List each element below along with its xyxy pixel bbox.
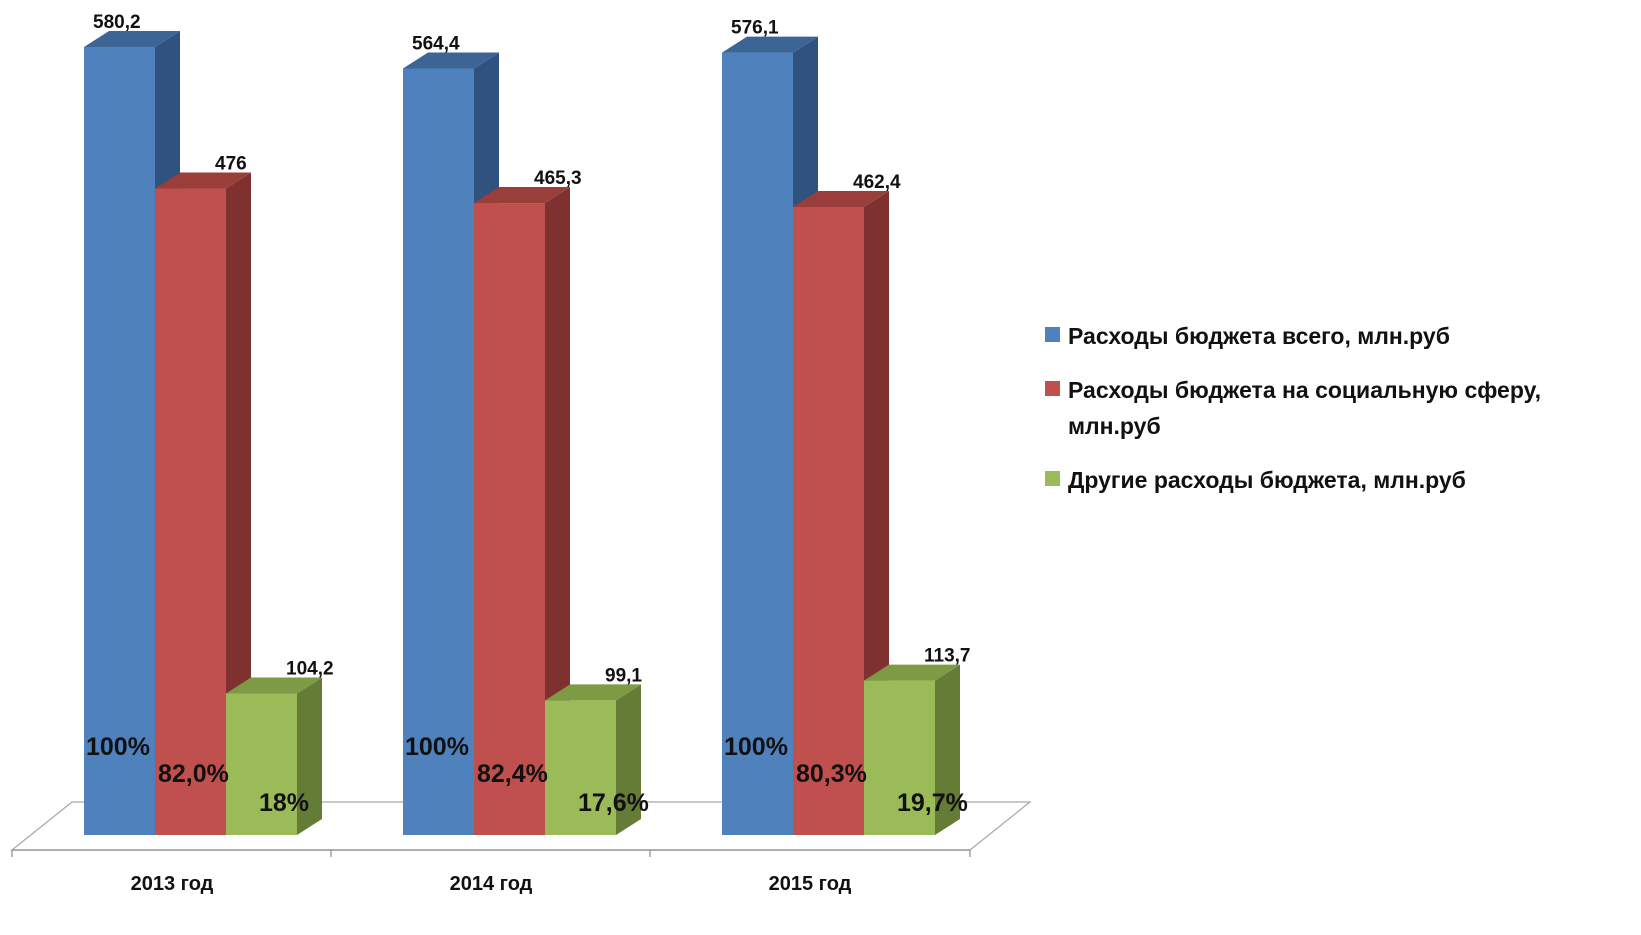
bar-top-0-1 [155, 172, 251, 189]
bar-top-2-2 [864, 664, 960, 681]
bar-top-0-0 [84, 31, 180, 47]
bar-top-1-2 [545, 684, 641, 701]
bar-front-0-0 [84, 47, 155, 835]
bar-top-1-1 [474, 187, 570, 204]
bar-front-1-1 [474, 203, 545, 836]
bar-front-2-0 [722, 52, 793, 836]
legend-swatch-social [1045, 381, 1060, 396]
percent-label-0-1: 82,0% [158, 760, 229, 788]
category-label-1: 2014 год [450, 873, 533, 895]
value-label-2-0: 576,1 [731, 18, 779, 39]
bar-0-1 [155, 172, 251, 835]
percent-label-2-1: 80,3% [796, 760, 867, 788]
bar-side-1-1 [545, 187, 570, 836]
bar-side-0-1 [226, 172, 251, 835]
bar-side-1-2 [616, 684, 641, 835]
bar-side-0-2 [297, 677, 322, 835]
bar-front-1-2 [545, 700, 616, 835]
labels-group: 580,2 100% 476 82,0% 104,2 18% 2013 год 564,4 10… [86, 12, 971, 895]
category-label-2: 2015 год [769, 873, 852, 895]
percent-label-1-0: 100% [405, 733, 469, 761]
bar-side-2-2 [935, 664, 960, 835]
legend-swatch-other [1045, 471, 1060, 486]
value-label-2-2: 113,7 [924, 646, 971, 667]
value-label-2-1: 462,4 [853, 172, 901, 193]
bar-front-0-2 [226, 693, 297, 835]
bar-1-2 [545, 684, 641, 835]
percent-label-2-0: 100% [724, 733, 788, 761]
bar-front-2-2 [864, 680, 935, 835]
value-label-1-0: 564,4 [412, 33, 460, 54]
legend-item-other: Другие расходы бюджета, млн.руб [1045, 462, 1635, 498]
percent-label-0-2: 18% [259, 789, 309, 817]
bars-group [84, 31, 960, 836]
legend-swatch-total [1045, 327, 1060, 342]
percent-label-2-2: 19,7% [897, 789, 968, 817]
value-label-1-2: 99,1 [605, 665, 642, 686]
bar-front-1-0 [403, 68, 474, 836]
bar-2-2 [864, 664, 960, 835]
bar-top-2-0 [722, 36, 818, 53]
legend-item-social: Расходы бюджета на социальную сферу, млн… [1045, 372, 1635, 444]
percent-label-1-2: 17,6% [578, 789, 649, 817]
legend-label-other: Другие расходы бюджета, млн.руб [1068, 467, 1466, 493]
bar-top-0-2 [226, 677, 322, 694]
percent-label-1-1: 82,4% [477, 760, 548, 788]
bar-top-1-0 [403, 52, 499, 69]
value-label-0-2: 104,2 [286, 658, 334, 679]
value-label-1-1: 465,3 [534, 168, 582, 189]
bar-top-2-1 [793, 190, 889, 207]
legend: Расходы бюджета всего, млн.руб Расходы б… [1045, 318, 1635, 516]
value-label-0-1: 476 [215, 154, 247, 175]
bar-1-1 [474, 187, 570, 836]
bar-front-2-1 [793, 206, 864, 835]
legend-item-total: Расходы бюджета всего, млн.руб [1045, 318, 1635, 354]
bar-0-2 [226, 677, 322, 835]
value-label-0-0: 580,2 [93, 12, 141, 33]
legend-label-total: Расходы бюджета всего, млн.руб [1068, 323, 1450, 349]
legend-label-social: Расходы бюджета на социальную сферу, млн… [1068, 377, 1542, 439]
percent-label-0-0: 100% [86, 733, 150, 761]
bar-front-0-1 [155, 188, 226, 835]
category-label-0: 2013 год [131, 873, 214, 895]
